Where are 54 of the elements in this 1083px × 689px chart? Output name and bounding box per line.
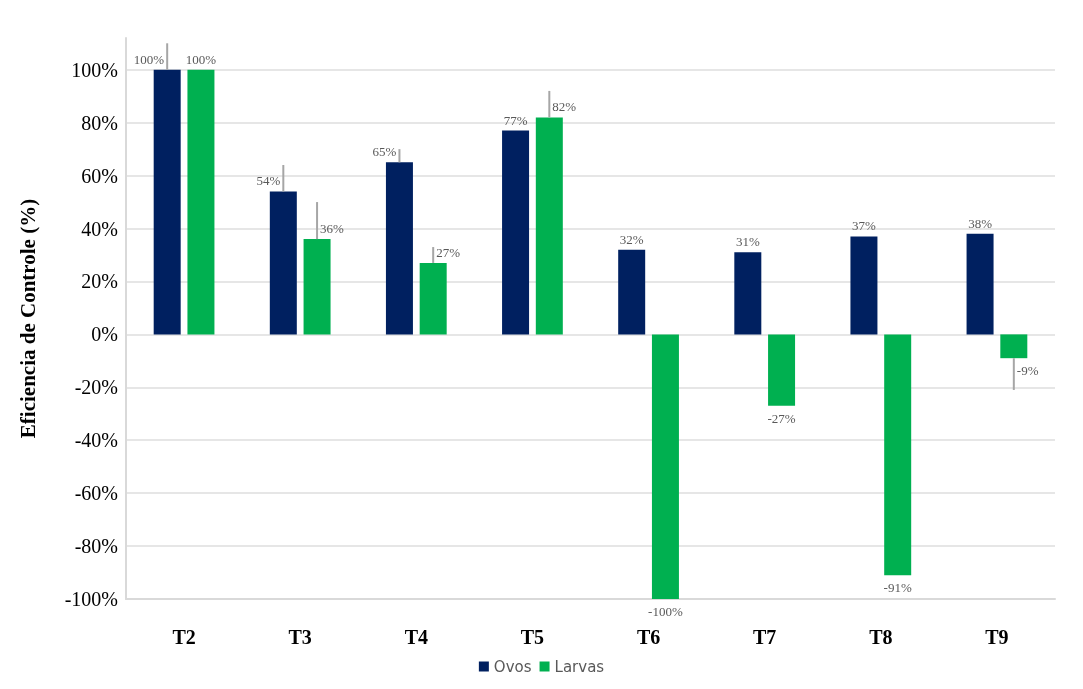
data-label: 37%	[852, 218, 877, 234]
x-tick-label: T2	[172, 626, 196, 648]
y-tick-label: -60%	[74, 482, 118, 505]
data-label: 32%	[619, 231, 644, 247]
y-tick-label: -100%	[64, 588, 118, 610]
x-tick-label: T3	[288, 626, 312, 648]
x-tick-label: T7	[753, 626, 777, 648]
bar	[419, 262, 447, 335]
data-label: 38%	[968, 215, 993, 231]
data-label: 100%	[185, 51, 217, 67]
bar	[269, 191, 297, 335]
bar	[153, 69, 181, 335]
y-tick-label: 60%	[81, 164, 118, 187]
y-tick-label: -40%	[74, 429, 118, 452]
bar	[618, 249, 646, 335]
data-label: 36%	[320, 221, 345, 237]
x-tick-label: T8	[869, 626, 893, 648]
y-tick-label: 20%	[81, 270, 118, 293]
data-label: 31%	[735, 234, 760, 250]
y-tick-label: 80%	[81, 111, 118, 134]
y-tick-label: 0%	[91, 323, 118, 346]
bar	[734, 252, 762, 335]
y-tick-label: 40%	[81, 217, 118, 240]
data-label: -100%	[648, 604, 683, 619]
legend-label: Ovos	[493, 657, 532, 676]
data-label: 65%	[372, 144, 397, 160]
data-label: 100%	[133, 51, 165, 67]
y-axis-title: Eficiencia de Controle (%)	[15, 198, 40, 439]
bar	[966, 233, 994, 335]
x-tick-label: T5	[520, 626, 545, 648]
data-label: 82%	[552, 99, 577, 115]
bar	[884, 334, 912, 576]
data-label: -91%	[883, 580, 912, 596]
y-tick-label: 100%	[71, 58, 118, 81]
data-label: -27%	[767, 410, 796, 426]
x-tick-label: T9	[985, 626, 1009, 648]
data-label: 77%	[503, 112, 528, 128]
data-label: 27%	[436, 244, 461, 260]
bar	[850, 236, 878, 335]
bar	[303, 239, 331, 335]
x-tick-label: T6	[636, 626, 661, 648]
bar	[535, 117, 563, 335]
y-tick-label: -80%	[74, 535, 118, 558]
bar	[502, 130, 530, 335]
bar	[768, 334, 796, 406]
bar	[187, 69, 215, 335]
data-label: -9%	[1016, 363, 1039, 379]
x-tick-label: T4	[404, 626, 428, 648]
legend-label: Larvas	[554, 657, 605, 676]
data-label: 54%	[256, 173, 281, 189]
bar	[1000, 334, 1028, 359]
bar	[651, 334, 679, 599]
y-tick-label: -20%	[74, 376, 118, 399]
bar	[385, 162, 413, 335]
